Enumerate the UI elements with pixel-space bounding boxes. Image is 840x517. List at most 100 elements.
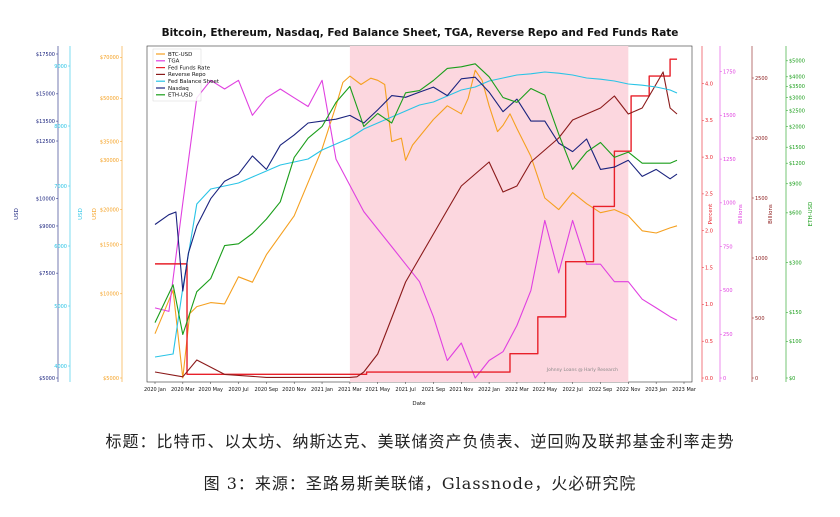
tick-label-billions_rrp: 0 xyxy=(755,376,758,382)
legend-label: Fed Balance Sheet xyxy=(168,79,220,85)
tick-label-billions_rrp: 2500 xyxy=(755,76,768,82)
tick-label-usd_nasdaq: $12500 xyxy=(36,139,55,145)
tick-label-billions_rrp: 2000 xyxy=(755,136,768,142)
tick-label-usd_eth: $300 xyxy=(789,260,802,266)
tick-label-usd_fed: 6000 xyxy=(54,244,67,250)
axis-percent: 0.0 0.5 1.0 1.5 2.0 2.5 3.0 3.5 4.0 Percent xyxy=(701,46,714,382)
tick-label-percent: 0.5 xyxy=(705,339,713,345)
tick-label-percent: 1.5 xyxy=(705,265,713,271)
x-tick-label: 2021 Sep xyxy=(422,387,446,393)
x-tick-label: 2022 Jul xyxy=(562,387,582,393)
tick-label-usd_fed: 8000 xyxy=(54,124,67,130)
tick-label-usd_nasdaq: $17500 xyxy=(36,52,55,58)
legend-label: Reverse Repo xyxy=(168,72,206,78)
tick-label-usd_btc: $30000 xyxy=(100,158,119,164)
series-line-eth-usd xyxy=(154,63,678,336)
axis-title-usd_fed: USD xyxy=(78,208,84,220)
shaded-region xyxy=(349,46,629,382)
tick-label-usd_btc: $50000 xyxy=(100,96,119,102)
tick-label-billions_tga: 1250 xyxy=(723,157,736,163)
axis-title-usd_btc: USD xyxy=(92,208,98,220)
x-tick-label: 2022 Sep xyxy=(589,387,613,393)
x-tick-label: 2020 May xyxy=(198,387,223,393)
axis-usd_eth: $0 $100 $150 $300 $600 $900 $1200 $1500 $2000 $25… xyxy=(785,46,814,382)
legend-label: BTC-USD xyxy=(168,52,192,58)
x-tick-label: 2020 Jul xyxy=(228,387,248,393)
tick-label-usd_eth: $100 xyxy=(789,339,802,345)
series-line-btc-usd xyxy=(154,69,678,379)
tick-label-billions_tga: 1000 xyxy=(723,201,736,207)
series-line-tga xyxy=(154,79,678,379)
axis-title-billions_tga: Billions xyxy=(738,204,744,224)
axis-usd_btc: $5000 $10000 $15000 $20000 $30000 $35000 $5000… xyxy=(92,46,123,382)
x-tick-label: 2021 Jan xyxy=(311,387,333,393)
x-tick-label: 2022 Nov xyxy=(616,387,640,393)
chart: Bitcoin, Ethereum, Nasdaq, Fed Balance S… xyxy=(14,27,814,407)
tick-label-billions_rrp: 1000 xyxy=(755,256,768,262)
legend-label: ETH-USD xyxy=(168,93,193,99)
tick-label-percent: 3.0 xyxy=(705,155,713,161)
tick-label-percent: 2.0 xyxy=(705,229,713,235)
tick-label-billions_tga: 0 xyxy=(723,376,726,382)
x-tick-label: 2022 May xyxy=(532,387,557,393)
legend-label: TGA xyxy=(167,59,180,65)
tick-label-billions_tga: 500 xyxy=(723,288,733,294)
x-tick-label: 2023 Mar xyxy=(672,387,697,393)
tick-label-usd_nasdaq: $13500 xyxy=(36,119,55,125)
tick-label-usd_nasdaq: $9000 xyxy=(39,224,55,230)
legend-label: Fed Funds Rate xyxy=(168,65,211,71)
tick-label-usd_nasdaq: $7500 xyxy=(39,271,55,277)
axis-billions_rrp: 0 500 1000 1500 2000 2500 Billions xyxy=(751,46,774,382)
x-tick-label: 2022 Jan xyxy=(478,387,500,393)
x-tick-label: 2020 Sep xyxy=(254,387,278,393)
tick-label-usd_eth: $5000 xyxy=(789,59,805,65)
tick-label-billions_tga: 1750 xyxy=(723,69,736,75)
tick-label-usd_fed: 7000 xyxy=(54,184,67,190)
tick-label-usd_nasdaq: $5000 xyxy=(39,376,55,382)
watermark: Johnny Loans @ Harly Research xyxy=(546,367,618,373)
series-line-reverse-repo xyxy=(154,71,678,378)
tick-label-billions_rrp: 500 xyxy=(755,316,765,322)
tick-label-usd_btc: $35000 xyxy=(100,139,119,145)
x-tick-label: 2022 Mar xyxy=(505,387,530,393)
tick-label-usd_btc: $15000 xyxy=(100,242,119,248)
axis-title-percent: Percent xyxy=(708,203,714,225)
tick-label-usd_eth: $0 xyxy=(789,376,795,382)
x-axis-label: Date xyxy=(412,401,426,407)
tick-label-usd_eth: $3500 xyxy=(789,84,805,90)
tick-label-billions_rrp: 1500 xyxy=(755,196,768,202)
tick-label-usd_eth: $600 xyxy=(789,211,802,217)
tick-label-usd_eth: $3000 xyxy=(789,95,805,101)
tick-label-usd_btc: $10000 xyxy=(100,292,119,298)
tick-label-billions_tga: 250 xyxy=(723,332,733,338)
x-tick-label: 2021 Jul xyxy=(395,387,415,393)
tick-label-usd_fed: 4000 xyxy=(54,364,67,370)
tick-label-usd_eth: $1200 xyxy=(789,161,805,167)
axis-usd_fed: 4000 5000 6000 7000 8000 9000 USD xyxy=(54,46,84,382)
tick-label-usd_fed: 9000 xyxy=(54,64,67,70)
tick-label-usd_btc: $70000 xyxy=(100,55,119,61)
tick-label-usd_eth: $2500 xyxy=(789,108,805,114)
tick-label-usd_nasdaq: $10000 xyxy=(36,197,55,203)
tick-label-usd_btc: $5000 xyxy=(103,376,119,382)
tick-label-usd_nasdaq: $15000 xyxy=(36,92,55,98)
tick-label-usd_btc: $20000 xyxy=(100,207,119,213)
x-tick-label: 2021 Nov xyxy=(449,387,473,393)
chart-title: Bitcoin, Ethereum, Nasdaq, Fed Balance S… xyxy=(162,27,679,39)
tick-label-percent: 3.5 xyxy=(705,118,713,124)
tick-label-usd_eth: $150 xyxy=(789,310,802,316)
legend-label: Nasdaq xyxy=(168,86,189,92)
caption-title: 标题：比特币、以太坊、纳斯达克、美联储资产负债表、逆回购及联邦基金利率走势 xyxy=(105,432,735,451)
x-tick-label: 2020 Mar xyxy=(171,387,196,393)
x-tick-label: 2023 Jan xyxy=(645,387,667,393)
caption-source: 图 3：来源：圣路易斯美联储，Glassnode，火必研究院 xyxy=(203,474,637,493)
axis-billions_tga: 0 250 500 750 1000 1250 1500 1750 Billions xyxy=(719,46,744,382)
x-tick-label: 2020 Nov xyxy=(282,387,306,393)
tick-label-usd_eth: $900 xyxy=(789,182,802,188)
tick-label-percent: 0.0 xyxy=(705,376,713,382)
tick-label-billions_tga: 1500 xyxy=(723,113,736,119)
tick-label-usd_eth: $2000 xyxy=(789,124,805,130)
x-tick-label: 2020 Jan xyxy=(144,387,166,393)
tick-label-percent: 4.0 xyxy=(705,81,713,87)
series-line-fed-balance-sheet xyxy=(154,71,678,358)
